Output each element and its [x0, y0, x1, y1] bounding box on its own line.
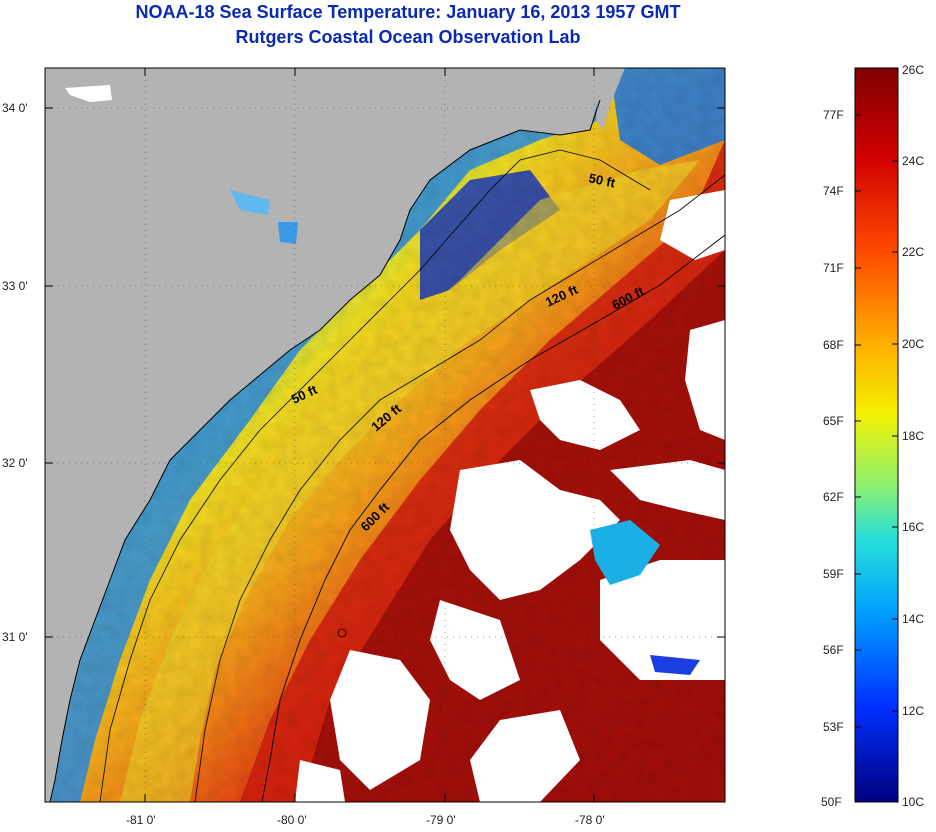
inland-lake-1 — [230, 190, 270, 215]
cloud-patch-6 — [600, 560, 725, 680]
colorbar-c-14: 14C — [902, 612, 924, 626]
colorbar-ticks — [855, 114, 898, 728]
lon-label-80: -80 0' — [277, 813, 307, 827]
colorbar-c-12: 12C — [902, 704, 924, 718]
colorbar-c-20: 20C — [902, 337, 924, 351]
colorbar-f-68: 68F — [823, 338, 844, 352]
lat-label-31: 31 0' — [2, 630, 28, 644]
lon-label-81: -81 0' — [126, 813, 156, 827]
lat-label-33: 33 0' — [2, 279, 28, 293]
colorbar-f-56: 56F — [823, 643, 844, 657]
cool-filament — [650, 655, 700, 675]
cool-eddy — [590, 520, 660, 585]
contour-label-50ft-north: 50 ft — [587, 170, 617, 190]
cloud-patch-7 — [430, 600, 520, 700]
isobath-600ft — [261, 234, 725, 802]
barrier-island — [596, 68, 625, 130]
land-mass — [45, 68, 600, 802]
inland-cloud-1 — [65, 85, 112, 102]
isobath-50ft — [99, 149, 651, 802]
cloud-patch-1 — [660, 190, 725, 260]
cloud-patch-8 — [330, 650, 430, 790]
colorbar-c-18: 18C — [902, 429, 924, 443]
colorbar-f-77: 77F — [823, 108, 844, 122]
colorbar-f-65: 65F — [823, 414, 844, 428]
colorbar-f-62: 62F — [823, 490, 844, 504]
map-title: NOAA-18 Sea Surface Temperature: January… — [135, 2, 681, 22]
cloud-patch-5 — [610, 460, 725, 520]
cloud-patch-10 — [295, 760, 345, 802]
map-frame — [44, 67, 726, 803]
colorbar-f-71: 71F — [823, 261, 844, 275]
lat-label-34: 34 0' — [2, 101, 28, 115]
colorbar-c-16: 16C — [902, 520, 924, 534]
lon-label-79: -79 0' — [426, 813, 456, 827]
colorbar-c-22: 22C — [902, 245, 924, 259]
map-plot-area: 50 ft 120 ft 600 ft 50 ft 120 ft 600 ft — [45, 68, 725, 802]
colorbar-c-24: 24C — [902, 154, 924, 168]
cloud-patch-4 — [450, 460, 620, 600]
inland-lake-2 — [278, 222, 298, 244]
colorbar-f-74: 74F — [823, 184, 844, 198]
contour-marker — [337, 628, 347, 638]
map-subtitle: Rutgers Coastal Ocean Observation Lab — [235, 27, 581, 47]
colorbar-c-10: 10C — [902, 795, 924, 809]
colorbar-c-26: 26C — [902, 63, 924, 77]
axis-ticks — [45, 68, 725, 802]
lon-label-78: -78 0' — [575, 813, 605, 827]
isobath-120ft — [194, 174, 725, 802]
cloud-patch-9 — [470, 710, 580, 802]
colorbar-f-59: 59F — [823, 567, 844, 581]
colorbar-f-50: 50F — [821, 795, 842, 809]
colorbar-f-53: 53F — [823, 720, 844, 734]
map-grid — [45, 68, 725, 802]
colorbar — [854, 67, 899, 803]
cloud-patch-3 — [530, 380, 640, 450]
lat-label-32: 32 0' — [2, 456, 28, 470]
cloud-patch-2 — [685, 320, 725, 440]
coastline — [49, 99, 601, 802]
